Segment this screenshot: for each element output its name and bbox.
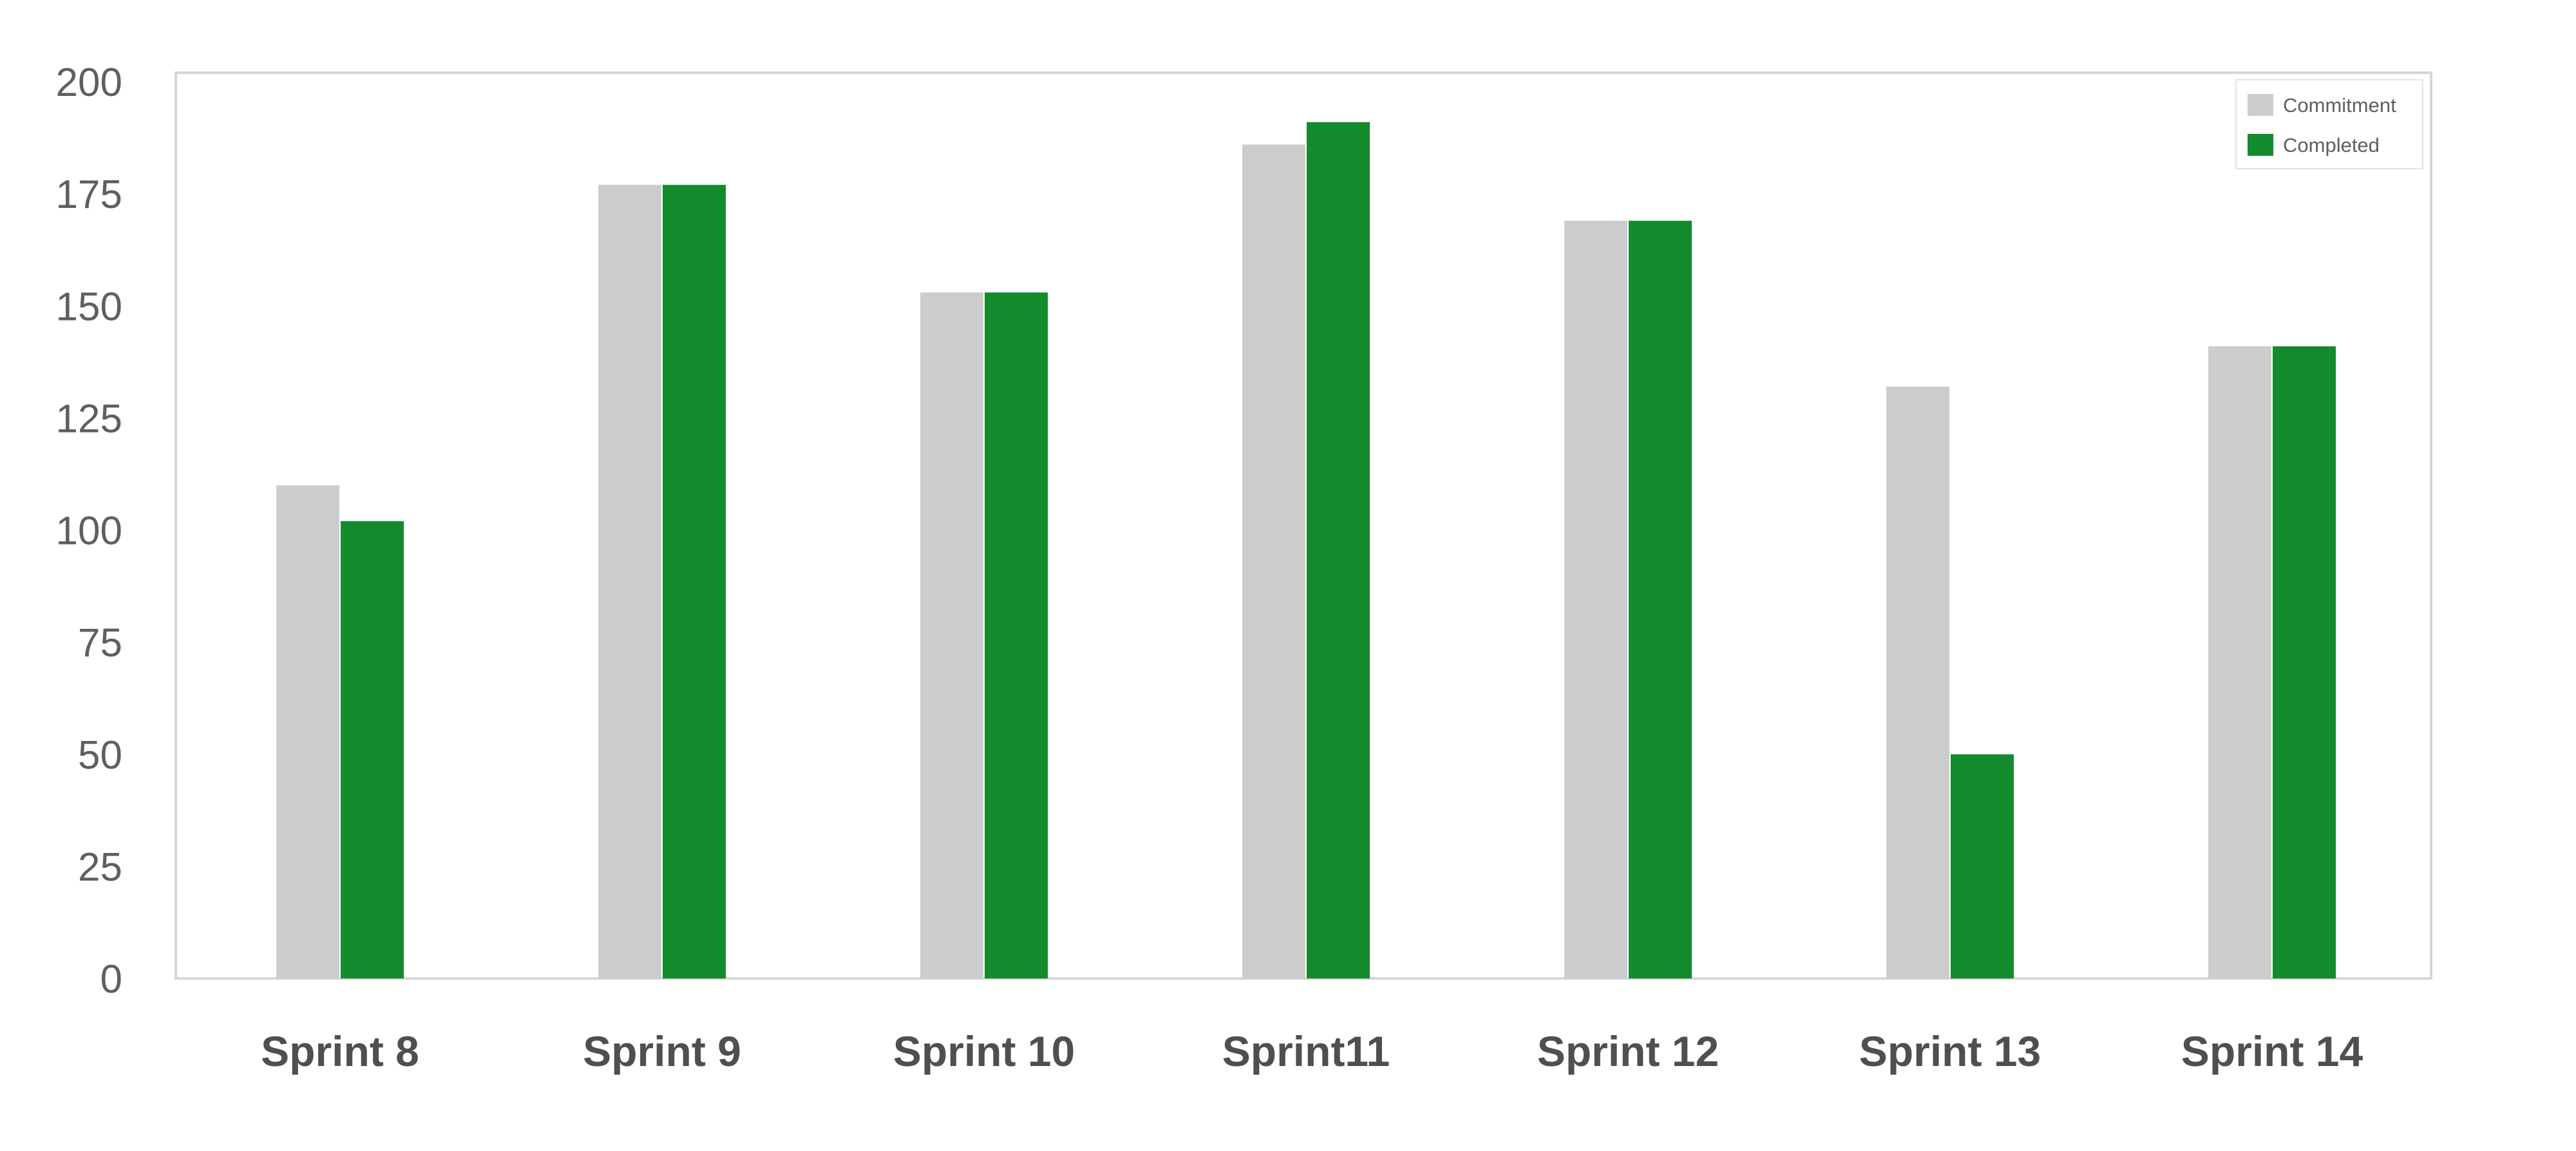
x-tick-label: Sprint 9 — [583, 1027, 741, 1075]
x-axis: Sprint 8 Sprint 9 Sprint 10 Sprint11 Sprint … — [261, 1027, 2363, 1075]
bars — [276, 122, 2336, 979]
y-tick-label: 0 — [100, 957, 122, 1002]
x-tick-label: Sprint 8 — [261, 1027, 419, 1075]
bar-completed-sprint-14 — [2273, 346, 2336, 978]
y-tick-label: 100 — [56, 509, 122, 554]
bar-commitment-sprint-8 — [276, 485, 339, 978]
x-tick-label: Sprint 14 — [2181, 1027, 2363, 1075]
legend-label-commitment: Commitment — [2283, 94, 2396, 117]
x-tick-label: Sprint11 — [1222, 1027, 1390, 1075]
y-tick-label: 75 — [78, 621, 122, 666]
bar-commitment-sprint-10 — [920, 292, 983, 979]
x-tick-label: Sprint 13 — [1859, 1027, 2041, 1075]
x-tick-label: Sprint 10 — [893, 1027, 1075, 1075]
y-tick-label: 50 — [78, 733, 122, 778]
bar-completed-sprint-12 — [1629, 220, 1692, 978]
bar-commitment-sprint-12 — [1564, 220, 1627, 978]
y-tick-label: 25 — [78, 845, 122, 890]
y-tick-label: 125 — [56, 397, 122, 441]
y-tick-label: 150 — [56, 285, 122, 329]
bar-completed-sprint11 — [1307, 122, 1370, 978]
bar-commitment-sprint-9 — [598, 185, 661, 978]
bar-commitment-sprint-14 — [2208, 346, 2271, 978]
bar-commitment-sprint11 — [1242, 144, 1305, 978]
y-tick-label: 175 — [56, 173, 122, 217]
bar-completed-sprint-9 — [663, 185, 726, 978]
bar-completed-sprint-10 — [985, 292, 1048, 979]
bar-completed-sprint-8 — [341, 521, 404, 978]
y-axis: 0 25 50 75 100 125 150 175 200 — [56, 61, 122, 1002]
legend-swatch-completed — [2248, 134, 2273, 156]
legend: Commitment Completed — [2235, 79, 2423, 169]
y-tick-label: 200 — [56, 61, 122, 105]
legend-swatch-commitment — [2248, 94, 2273, 116]
legend-label-completed: Completed — [2283, 134, 2380, 156]
bar-commitment-sprint-13 — [1886, 386, 1949, 978]
x-tick-label: Sprint 12 — [1537, 1027, 1719, 1075]
bar-completed-sprint-13 — [1951, 754, 2014, 978]
